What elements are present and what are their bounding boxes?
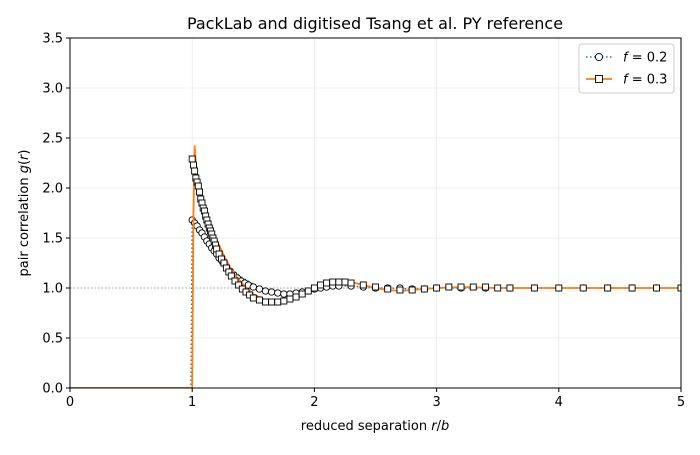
- label-part: /: [437, 419, 442, 434]
- series-2-point-27: [231, 277, 239, 285]
- x-tick-label-5: 5: [677, 395, 685, 410]
- label-part: g: [17, 165, 32, 173]
- series-2-point-54: [420, 285, 428, 293]
- series-2-point-34: [262, 298, 269, 306]
- series-1-point-24: [274, 289, 282, 297]
- series-2-point-50: [372, 283, 379, 291]
- label-part: b: [441, 419, 449, 434]
- series-2: [70, 145, 681, 388]
- x-tick-label-3: 3: [432, 395, 440, 410]
- axes-frame: [69, 37, 682, 389]
- legend-label-2: f = 0.3: [623, 73, 667, 88]
- legend-var: f: [623, 73, 630, 88]
- legend-value: = 0.2: [628, 51, 668, 66]
- series-2-point-5: [194, 182, 202, 190]
- legend-value: = 0.3: [628, 73, 668, 88]
- label-part: pair correlation: [17, 173, 32, 276]
- y-tick-label-6: 3.0: [42, 82, 63, 97]
- series-2-point-65: [604, 284, 612, 292]
- label-part: reduced: [301, 419, 354, 434]
- series-2-point-57: [457, 283, 465, 291]
- series-2-point-28: [235, 281, 243, 289]
- series-2-point-42: [310, 284, 318, 292]
- x-tick-label-1: 1: [188, 395, 196, 410]
- x-tick-label-2: 2: [310, 395, 318, 410]
- series-2-point-55: [433, 284, 441, 292]
- series-2-point-52: [396, 286, 404, 294]
- series-2-point-45: [329, 278, 337, 286]
- y-axis-label: pair correlation g(r): [17, 150, 32, 277]
- series-2-point-37: [280, 297, 288, 305]
- series-2-point-39: [292, 293, 300, 301]
- series-2-point-60: [494, 284, 502, 292]
- legend-entry-1: f = 0.2: [586, 51, 667, 66]
- y-tick-label-5: 2.5: [42, 132, 63, 147]
- axes: 0 1 2 3 4 5 0.0 0.5 1.0 1.5 2.0 2.5 3.0 3.5: [42, 32, 685, 411]
- y-tick-label-2: 1.0: [42, 282, 63, 297]
- y-tick-label-7: 3.5: [42, 32, 63, 47]
- x-tick-label-4: 4: [555, 395, 563, 410]
- legend-label-1: f = 0.2: [623, 51, 667, 66]
- series-2-point-41: [304, 287, 312, 295]
- series-2-point-33: [255, 296, 263, 304]
- legend: f = 0.2f = 0.3: [578, 43, 675, 94]
- legend-var: f: [623, 51, 630, 66]
- x-axis-label: reduced separation r/b: [301, 419, 449, 434]
- label-part: r: [431, 419, 438, 434]
- series-2-point-6: [196, 188, 203, 196]
- series-1-point-22: [261, 287, 270, 295]
- series-2-point-67: [653, 284, 661, 292]
- series-1-point-25: [280, 290, 288, 298]
- y-tick-label-3: 1.5: [42, 232, 63, 247]
- series-2-point-47: [341, 278, 349, 286]
- series-2-point-53: [408, 286, 416, 294]
- series-2-point-40: [298, 290, 306, 298]
- series-group: [70, 145, 681, 388]
- series-2-point-35: [268, 298, 276, 306]
- series-2-point-48: [347, 279, 355, 287]
- legend-marker-2: [595, 75, 603, 83]
- legend-marker-1: [594, 52, 604, 62]
- series-2-point-51: [384, 285, 392, 293]
- series-2-point-58: [469, 283, 477, 291]
- series-2-point-46: [335, 278, 343, 286]
- chart-title: PackLab and digitised Tsang et al. PY re…: [187, 14, 563, 33]
- series-2-point-32: [249, 294, 257, 302]
- label-part: r: [17, 153, 32, 160]
- series-2-point-64: [579, 284, 587, 292]
- series-2-point-56: [445, 283, 453, 291]
- series-2-point-68: [677, 284, 681, 292]
- series-1-point-21: [255, 285, 264, 293]
- series-2-point-66: [628, 284, 636, 292]
- series-2-point-0: [188, 155, 196, 163]
- label-part: ): [17, 150, 32, 155]
- legend-entry-2: f = 0.3: [586, 73, 667, 88]
- y-tick-label-1: 0.5: [42, 332, 63, 347]
- y-tick-label-0: 0.0: [42, 382, 63, 397]
- series-2-point-38: [286, 295, 294, 303]
- label-part: separation: [358, 419, 427, 434]
- series-2-point-63: [555, 284, 563, 292]
- series-2-point-1: [189, 161, 197, 169]
- series-2-point-43: [317, 281, 324, 289]
- label-part: (: [17, 160, 32, 165]
- series-2-point-59: [482, 283, 489, 291]
- series-2-point-62: [530, 284, 538, 292]
- series-1-point-20: [249, 283, 257, 291]
- series-2-point-26: [227, 272, 235, 280]
- series-2-point-49: [359, 281, 367, 289]
- y-tick-label-4: 2.0: [42, 182, 63, 197]
- series-2-point-44: [323, 279, 331, 287]
- x-tick-label-0: 0: [66, 395, 74, 410]
- series-2-point-36: [274, 298, 282, 306]
- series-2-point-2: [191, 167, 199, 175]
- series-1-point-23: [267, 288, 276, 296]
- series-2-point-61: [506, 284, 514, 292]
